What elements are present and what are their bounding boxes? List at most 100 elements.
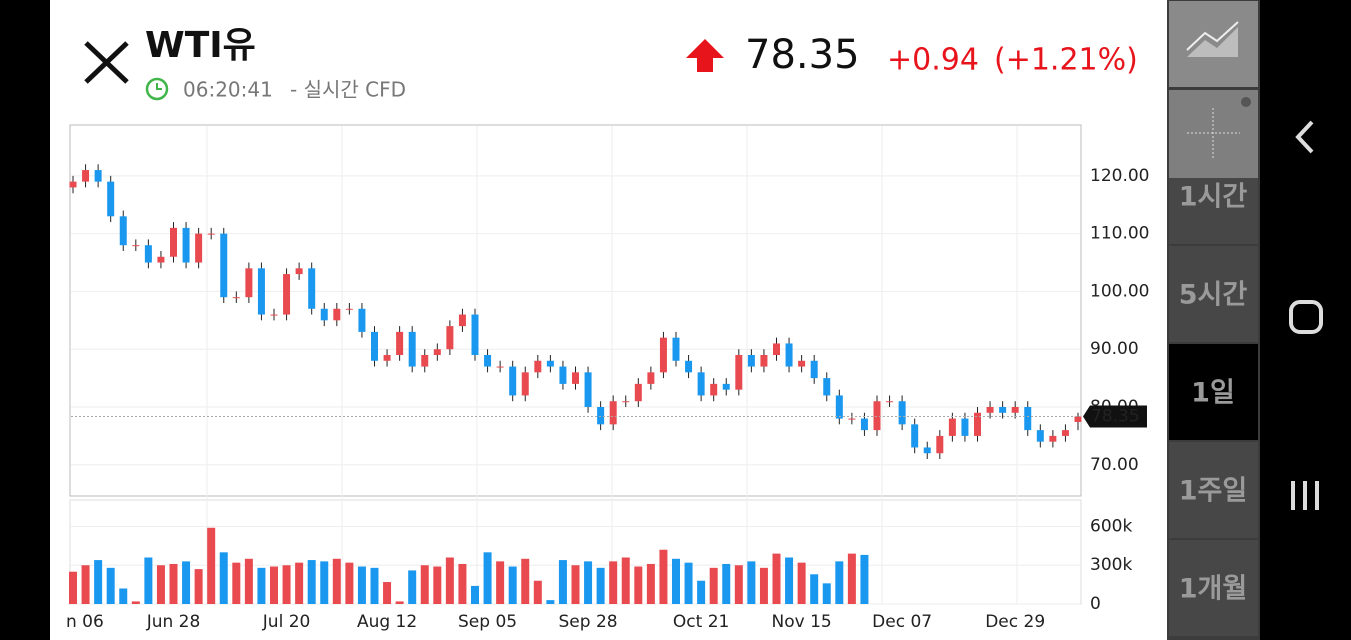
plot: 70.0080.0090.00100.00110.00120.000300k60… (66, 164, 1149, 632)
x-tick-label: Aug 12 (357, 612, 417, 632)
volume-bar (270, 566, 278, 604)
volume-bar (144, 557, 153, 604)
interval-label: 1개월 (1179, 574, 1247, 605)
x-tick-label: Jun 28 (146, 612, 201, 632)
candle-body (710, 383, 718, 396)
x-tick-label: Jul 20 (262, 612, 311, 632)
candle-body (534, 360, 542, 373)
candle-body (521, 372, 529, 396)
candle-body (358, 308, 366, 332)
candle-body (107, 181, 115, 217)
interval-label: 1주일 (1179, 476, 1247, 507)
candle-body (421, 354, 429, 367)
y-tick-label: 0 (1090, 594, 1101, 614)
volume-bar (131, 601, 140, 604)
title: WTI유 (145, 25, 256, 66)
chart-type-button[interactable] (1169, 1, 1258, 87)
candle-body (597, 407, 605, 425)
interval-button[interactable] (1169, 246, 1258, 342)
nav-recent[interactable] (1291, 481, 1319, 510)
candle-body (848, 418, 856, 420)
volume-bar (797, 562, 806, 604)
candle-body (245, 268, 253, 298)
x-tick-label: Sep 05 (458, 612, 517, 632)
volume-bar (169, 563, 178, 604)
candle-body (810, 360, 818, 379)
candle-body (408, 331, 416, 367)
candle-body (835, 395, 843, 419)
candle-body (584, 372, 592, 408)
v-grid (206, 126, 1018, 604)
volume-bar (860, 554, 869, 604)
volume-bar (697, 580, 706, 604)
candle-body (270, 314, 278, 316)
sidebar-buttons: 1시간 5시간 1일 1주일 1개월 (1169, 148, 1258, 636)
crosshair-button[interactable] (1169, 90, 1258, 178)
volume-bar (408, 570, 417, 604)
volume-bar (672, 558, 680, 604)
candle-body (220, 233, 228, 298)
candle-body (622, 401, 630, 403)
candle-body (182, 227, 190, 263)
candle-body (659, 337, 667, 373)
nav-home[interactable] (1289, 300, 1323, 334)
change: +0.94 (887, 43, 979, 78)
candle-body (559, 366, 567, 384)
candle-body (496, 366, 504, 368)
volume-bar (106, 567, 115, 604)
y-tick-label: 90.00 (1090, 339, 1139, 359)
volume-bar (785, 557, 794, 604)
candle-body (546, 360, 554, 367)
candle-body (308, 268, 316, 309)
candle-body (69, 181, 77, 188)
volume-bar (81, 565, 90, 604)
candle-body (396, 331, 404, 355)
candle-body (295, 268, 303, 275)
y-tick-label: 110.00 (1090, 224, 1149, 244)
volume-bar (232, 562, 241, 604)
subtitle: - 실시간 CFD (290, 78, 406, 102)
candle-body (685, 360, 693, 373)
volume-bar (659, 549, 668, 604)
interval-button[interactable] (1169, 442, 1258, 538)
volume-bar (747, 561, 756, 604)
clock-icon (145, 77, 169, 101)
candle-body (974, 412, 981, 436)
close-button[interactable] (84, 41, 129, 84)
x-tick-label: Dec 07 (872, 612, 932, 632)
nav-back[interactable] (1295, 120, 1314, 154)
candle-body (609, 401, 617, 425)
candle-body (458, 314, 466, 327)
interval-button[interactable] (1169, 540, 1258, 636)
volume-bar (634, 566, 643, 604)
candle-body (207, 233, 215, 235)
volume-bar (345, 562, 354, 604)
candle-body (773, 343, 780, 355)
volume-bar (244, 558, 253, 604)
y-tick-label: 100.00 (1090, 281, 1149, 301)
x-tick-label: Sep 28 (559, 612, 618, 632)
volume-bar (596, 567, 605, 604)
volume-bar (847, 553, 856, 604)
candle-body (94, 170, 102, 182)
candle-body (986, 407, 994, 413)
x-tick-label: n 06 (66, 612, 104, 632)
volume-bar (646, 563, 655, 604)
candle-body (383, 354, 391, 361)
candle-body (572, 372, 579, 384)
interval-button[interactable] (1169, 344, 1258, 440)
candle-body (1036, 430, 1044, 442)
candle-body (232, 297, 240, 299)
volume-bar (584, 561, 593, 604)
candle-body (446, 326, 454, 350)
volume-bar (295, 562, 304, 604)
candle-body (823, 378, 831, 396)
candle-body (333, 308, 341, 321)
candle-body (1011, 407, 1019, 413)
volume-bar (496, 561, 505, 604)
candle-body (936, 435, 944, 454)
volume-bar (207, 527, 216, 604)
candle-body (898, 401, 906, 425)
volume-bar (684, 562, 693, 604)
